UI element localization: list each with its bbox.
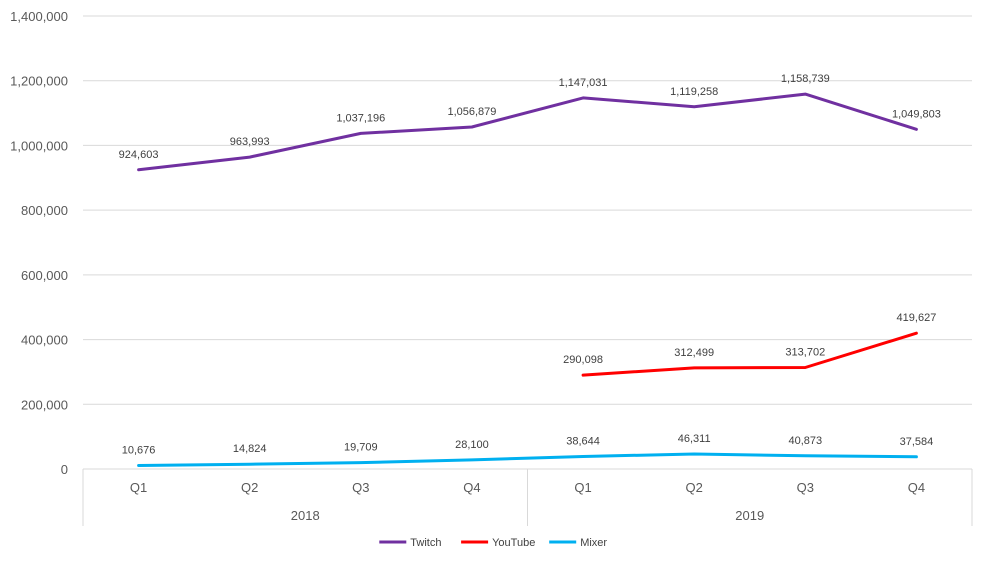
x-axis: Q1 Q2 Q3 Q4 Q1 Q2 Q3 Q4 2018 2019	[82, 468, 973, 526]
legend-label-twitch: Twitch	[410, 537, 441, 549]
data-label-twitch: 1,049,803	[892, 108, 941, 120]
x-tick-label: Q1	[574, 480, 591, 495]
y-tick-label: 200,000	[21, 397, 68, 412]
data-label-mixer: 14,824	[233, 443, 267, 455]
x-group-label: 2019	[735, 508, 764, 523]
data-label-twitch: 1,119,258	[670, 86, 718, 98]
y-tick-label: 600,000	[21, 268, 68, 283]
data-label-youtube: 419,627	[897, 312, 937, 324]
data-label-mixer: 40,873	[788, 435, 822, 447]
legend-label-mixer: Mixer	[580, 537, 607, 549]
data-label-twitch: 1,158,739	[781, 73, 830, 85]
y-tick-label: 0	[61, 462, 68, 477]
data-label-twitch: 1,147,031	[559, 77, 608, 89]
data-label-mixer: 28,100	[455, 439, 489, 451]
data-label-mixer: 10,676	[122, 445, 156, 457]
series-line-mixer	[137, 452, 918, 467]
series-line-twitch	[137, 92, 918, 172]
x-tick-label: Q4	[463, 480, 480, 495]
data-label-youtube: 313,702	[785, 346, 825, 358]
legend: Twitch YouTube Mixer	[379, 537, 607, 549]
data-label-mixer: 37,584	[900, 436, 934, 448]
data-label-twitch: 1,037,196	[336, 112, 385, 124]
y-tick-label: 1,200,000	[10, 74, 68, 89]
data-label-mixer: 46,311	[678, 433, 711, 445]
series-line-youtube	[581, 331, 918, 377]
y-tick-label: 800,000	[21, 203, 68, 218]
data-label-mixer: 19,709	[344, 442, 378, 454]
y-axis: 0 200,000 400,000 600,000 800,000 1,000,000 1,…	[10, 9, 68, 477]
data-label-youtube: 312,499	[674, 347, 714, 359]
series-lines	[137, 92, 918, 467]
data-label-mixer: 38,644	[566, 435, 600, 447]
x-tick-label: Q1	[130, 480, 147, 495]
data-label-twitch: 963,993	[230, 136, 270, 148]
y-tick-label: 1,400,000	[10, 9, 68, 24]
y-tick-label: 1,000,000	[10, 138, 68, 153]
x-tick-label: Q3	[797, 480, 814, 495]
x-tick-label: Q2	[241, 480, 258, 495]
x-group-label: 2018	[291, 508, 320, 523]
data-label-youtube: 290,098	[563, 354, 603, 366]
gridlines	[83, 15, 972, 405]
x-tick-label: Q3	[352, 480, 369, 495]
data-label-twitch: 1,056,879	[447, 106, 496, 118]
data-labels: 924,603 963,993 1,037,196 1,056,879 1,147,03…	[119, 73, 941, 456]
y-tick-label: 400,000	[21, 333, 68, 348]
legend-label-youtube: YouTube	[492, 537, 535, 549]
x-tick-label: Q4	[908, 480, 925, 495]
data-label-twitch: 924,603	[119, 149, 159, 161]
x-tick-label: Q2	[686, 480, 703, 495]
